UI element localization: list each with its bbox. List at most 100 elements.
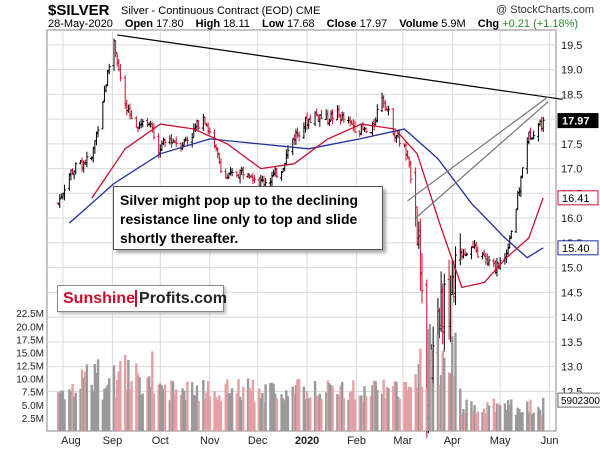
volume-bar bbox=[139, 395, 143, 431]
volume-bar bbox=[425, 388, 428, 431]
volume-bar bbox=[452, 375, 456, 431]
volume-bar bbox=[286, 396, 290, 431]
volume-bar bbox=[162, 389, 165, 431]
volume-bar bbox=[61, 390, 65, 431]
change-label: Chg bbox=[477, 18, 500, 30]
x-tick-label: Feb bbox=[347, 435, 366, 447]
volume-bar bbox=[205, 392, 208, 431]
volume-bar bbox=[108, 378, 111, 431]
volume-bar bbox=[160, 385, 164, 431]
volume-bar bbox=[123, 354, 127, 431]
volume-tick-label: 15.0M bbox=[16, 348, 44, 359]
volume-bar bbox=[537, 407, 540, 431]
volume-bar bbox=[529, 399, 532, 431]
volume-bar bbox=[270, 382, 274, 431]
volume-bar bbox=[393, 381, 397, 431]
volume-bar bbox=[63, 399, 66, 431]
volume-bar bbox=[358, 395, 361, 431]
volume-bar bbox=[336, 394, 339, 431]
volume-bar bbox=[363, 386, 366, 431]
volume-bar bbox=[382, 379, 385, 431]
volume-bar bbox=[372, 380, 376, 431]
volume-bar bbox=[318, 393, 322, 431]
high-label: High bbox=[195, 18, 221, 30]
volume-bar bbox=[384, 398, 387, 431]
volume-tick-label: 20.0M bbox=[16, 322, 44, 333]
volume-bar bbox=[103, 388, 106, 431]
volume-tick-label: 2.5M bbox=[22, 414, 44, 425]
volume-bar bbox=[315, 395, 318, 431]
volume-bar bbox=[506, 400, 510, 431]
volume-bar bbox=[494, 412, 497, 431]
volume-bar bbox=[58, 392, 61, 431]
volume-bar bbox=[462, 409, 465, 431]
volume-bar bbox=[484, 413, 487, 431]
price-tag-label: 17.97 bbox=[562, 116, 590, 128]
volume-bar bbox=[296, 379, 299, 431]
volume-bar bbox=[72, 396, 76, 431]
volume-bar bbox=[80, 369, 84, 431]
volume-tag-box bbox=[557, 392, 600, 408]
x-tick-label: Mar bbox=[393, 435, 412, 447]
y-tick-label: 13.5 bbox=[561, 337, 582, 349]
moving-average-long bbox=[68, 128, 544, 259]
volume-bar bbox=[361, 401, 365, 431]
volume-bar bbox=[171, 381, 175, 431]
volume-bar bbox=[149, 386, 152, 431]
volume-bar bbox=[503, 403, 507, 431]
volume-bar bbox=[340, 382, 344, 431]
volume-bar bbox=[258, 388, 261, 431]
volume-bar bbox=[328, 383, 331, 431]
volume-bar bbox=[414, 374, 417, 431]
volume-bar bbox=[521, 412, 524, 431]
x-tick-label: Jun bbox=[541, 435, 559, 447]
volume-bar bbox=[320, 398, 323, 431]
volume-bar bbox=[141, 393, 144, 431]
volume-bar bbox=[304, 399, 307, 431]
volume-bar bbox=[181, 388, 184, 431]
volume-bar bbox=[347, 399, 350, 431]
volume-bar bbox=[439, 375, 443, 431]
volume-bar bbox=[74, 392, 77, 431]
volume-bar bbox=[229, 393, 232, 431]
volume-bar bbox=[473, 405, 476, 431]
volume-bar bbox=[415, 387, 419, 431]
y-tick-label: 18.5 bbox=[561, 89, 582, 101]
volume-bar bbox=[202, 379, 205, 431]
volume-bar bbox=[262, 402, 266, 431]
volume-bar bbox=[106, 384, 109, 431]
volume-bar bbox=[441, 350, 444, 431]
volume-bar bbox=[352, 380, 355, 431]
volume-bar bbox=[68, 389, 71, 431]
volume-label: Volume bbox=[399, 18, 439, 30]
volume-bar bbox=[112, 365, 116, 431]
close-value: 17.97 bbox=[359, 18, 388, 30]
volume-bar bbox=[191, 382, 194, 431]
y-tick-label: 15.0 bbox=[561, 263, 582, 275]
price-tag-box bbox=[557, 240, 599, 256]
price-tag-box bbox=[557, 113, 599, 129]
volume-bar bbox=[170, 380, 173, 431]
price-tag-box bbox=[557, 190, 599, 206]
volume-bar bbox=[482, 408, 486, 431]
volume-bar bbox=[532, 412, 535, 431]
volume-bar bbox=[183, 390, 186, 431]
volume-bar bbox=[395, 381, 398, 431]
volume-bar bbox=[443, 357, 446, 431]
volume-bar bbox=[326, 380, 330, 431]
x-tick-label: Sep bbox=[103, 435, 123, 447]
volume-bar bbox=[508, 404, 511, 431]
volume-bar bbox=[471, 411, 475, 431]
volume-bar bbox=[146, 377, 149, 431]
chart-title: Silver - Continuous Contract (EOD) CME bbox=[121, 5, 320, 17]
y-tick-label: 17.0 bbox=[561, 164, 582, 176]
contract-name: Silver - Continuous Contract (EOD) bbox=[121, 5, 293, 17]
ohlc-readout: 28-May-2020 Open 17.80 High 18.11 Low 17… bbox=[48, 18, 578, 30]
volume-bar bbox=[317, 395, 320, 431]
volume-bar bbox=[82, 377, 85, 431]
volume-bar bbox=[136, 373, 140, 431]
trendline-declining-resistance bbox=[117, 34, 563, 100]
quote-date: 28-May-2020 bbox=[48, 18, 113, 30]
stockcharts-watermark: @ StockCharts.com bbox=[496, 4, 594, 16]
